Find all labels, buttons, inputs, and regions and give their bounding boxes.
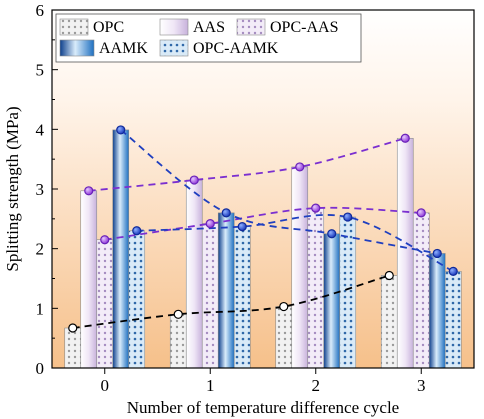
marker-opc-cycle-2 — [279, 301, 289, 312]
trend-line-aas — [88, 137, 406, 192]
x-axis-title: Number of temperature difference cycle — [127, 398, 399, 417]
marker-aamk-cycle-0 — [116, 125, 126, 135]
marker-opc-aas-cycle-2 — [311, 203, 321, 213]
marker-opc-aamk-cycle-2 — [343, 212, 353, 222]
marker-opc-aas-cycle-0 — [100, 235, 110, 245]
marker-aamk-cycle-1 — [221, 208, 231, 218]
legend: OPC AAS OPC-AAS AAMK OPC-AAMK — [55, 13, 362, 63]
marker-opc-cycle-1 — [173, 309, 183, 319]
marker-opc-aamk-cycle-0 — [132, 226, 142, 236]
bar-opc-aamk-cycle-0 — [128, 230, 146, 369]
marker-aas-cycle-3 — [400, 133, 410, 143]
bar-opc-cycle-1 — [169, 313, 187, 369]
bar-aamk-cycle-0 — [112, 129, 130, 369]
marker-opc-aamk-cycle-3 — [448, 266, 458, 276]
trend-line-opc — [72, 274, 390, 329]
legend-swatch-opc — [59, 18, 89, 36]
marker-aas-cycle-2 — [295, 162, 305, 172]
legend-label-opc-aas: OPC-AAS — [270, 19, 338, 36]
trend-lines-group — [72, 129, 454, 329]
legend-box — [55, 13, 362, 63]
trend-line-opc-aas — [104, 206, 422, 241]
legend-swatch-opc-aamk — [159, 39, 189, 57]
marker-aamk-cycle-3 — [432, 248, 442, 259]
bar-opc-aamk-cycle-2 — [339, 216, 357, 369]
bar-aas-cycle-1 — [185, 179, 203, 369]
marker-aamk-cycle-2 — [327, 229, 337, 239]
bar-opc-aas-cycle-3 — [412, 212, 430, 369]
marker-aas-cycle-1 — [189, 175, 199, 185]
y-tick-label: 5 — [36, 61, 45, 80]
bar-opc-cycle-3 — [380, 275, 398, 369]
trend-line-aamk — [120, 129, 438, 255]
bar-opc-aamk-cycle-1 — [233, 226, 251, 369]
bars-group — [64, 129, 462, 369]
y-tick-label: 6 — [36, 1, 45, 20]
bar-aamk-cycle-2 — [323, 233, 341, 369]
y-axis-title: Splitting strength (MPa) — [3, 106, 22, 271]
legend-swatch-opc-aas — [236, 18, 266, 36]
y-tick-label: 0 — [36, 359, 45, 378]
x-tick-label: 3 — [417, 376, 426, 395]
marker-aas-cycle-0 — [84, 186, 94, 196]
legend-label-aas: AAS — [193, 19, 225, 36]
legend-swatch-aas — [159, 18, 189, 36]
legend-label-opc-aamk: OPC-AAMK — [193, 40, 279, 57]
x-tick-label: 2 — [312, 376, 321, 395]
marker-opc-aas-cycle-1 — [205, 219, 215, 229]
marker-opc-aas-cycle-3 — [416, 208, 426, 218]
bar-opc-cycle-0 — [64, 327, 82, 369]
marker-opc-cycle-3 — [384, 270, 394, 281]
bar-aas-cycle-2 — [291, 166, 309, 369]
bar-opc-aas-cycle-1 — [201, 223, 219, 369]
marker-opc-aamk-cycle-1 — [237, 221, 247, 232]
x-tick-label: 1 — [206, 376, 215, 395]
legend-label-opc: OPC — [93, 19, 124, 36]
legend-label-aamk: AAMK — [99, 40, 148, 57]
marker-opc-cycle-0 — [68, 323, 78, 333]
bar-opc-cycle-2 — [275, 306, 293, 369]
legend-swatch-aamk — [59, 39, 95, 57]
bar-opc-aamk-cycle-3 — [444, 271, 462, 369]
markers-group — [68, 125, 458, 333]
bar-aas-cycle-3 — [396, 137, 414, 369]
trend-line-opc-aamk — [136, 214, 454, 273]
bar-aamk-cycle-1 — [217, 212, 235, 369]
y-tick-label: 4 — [36, 120, 45, 139]
x-tick-label: 0 — [101, 376, 110, 395]
y-tick-label: 3 — [36, 180, 45, 199]
bar-opc-aas-cycle-0 — [96, 239, 114, 369]
y-tick-label: 2 — [36, 240, 45, 259]
axes-group: 0 1 2 3 4 5 6 0 1 2 3 — [36, 1, 426, 395]
y-tick-label: 1 — [36, 299, 45, 318]
bar-aas-cycle-0 — [80, 190, 98, 369]
bar-aamk-cycle-3 — [428, 253, 446, 369]
